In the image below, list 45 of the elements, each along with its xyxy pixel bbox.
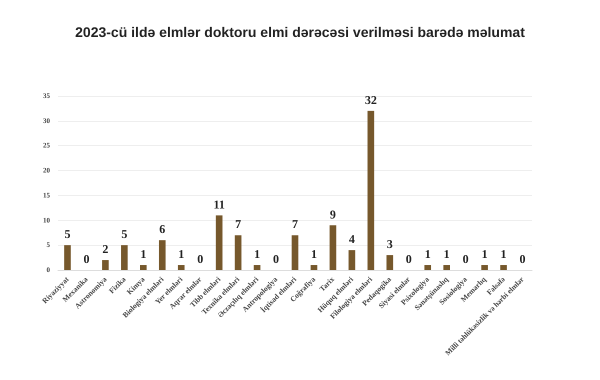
bar (64, 245, 71, 270)
data-label: 0 (406, 252, 412, 266)
data-label: 2 (102, 242, 108, 256)
bar (310, 265, 318, 270)
bar (140, 265, 147, 270)
bar (386, 255, 394, 270)
bar (234, 235, 242, 270)
bar (443, 265, 450, 270)
data-label: 7 (235, 217, 242, 232)
bar (254, 265, 260, 270)
data-label: 7 (292, 217, 298, 232)
bar (121, 245, 128, 270)
data-label: 4 (348, 232, 355, 246)
data-label: 9 (330, 207, 336, 222)
data-label: 3 (386, 237, 393, 252)
data-label: 5 (64, 227, 70, 242)
bar (216, 215, 222, 270)
bar (178, 265, 185, 270)
data-label: 1 (500, 247, 507, 262)
data-label: 0 (197, 252, 204, 266)
data-label: 1 (140, 247, 146, 262)
data-label: 0 (462, 252, 469, 266)
bar (368, 110, 374, 270)
data-label: 5 (121, 227, 128, 242)
bar (348, 250, 356, 270)
data-label: 0 (83, 252, 90, 266)
data-label: 1 (482, 247, 488, 262)
data-label: 1 (178, 247, 184, 262)
data-label: 0 (273, 252, 280, 266)
data-label: 1 (310, 247, 317, 262)
data-label: 32 (364, 92, 377, 107)
data-label: 11 (213, 197, 225, 212)
chart-title: 2023-cü ildə elmlər doktoru elmi dərəcəsi verilməsi barədə məlumat (75, 24, 526, 40)
bar (292, 235, 298, 270)
data-label: 1 (444, 247, 450, 262)
data-label: 1 (424, 247, 431, 262)
data-label: 6 (159, 222, 166, 236)
bar (158, 240, 166, 270)
bar (481, 265, 488, 270)
data-label: 0 (520, 252, 526, 266)
bar (500, 265, 507, 270)
bar (424, 265, 432, 270)
bar (330, 225, 336, 270)
data-label: 1 (254, 247, 260, 262)
bar (102, 260, 109, 270)
